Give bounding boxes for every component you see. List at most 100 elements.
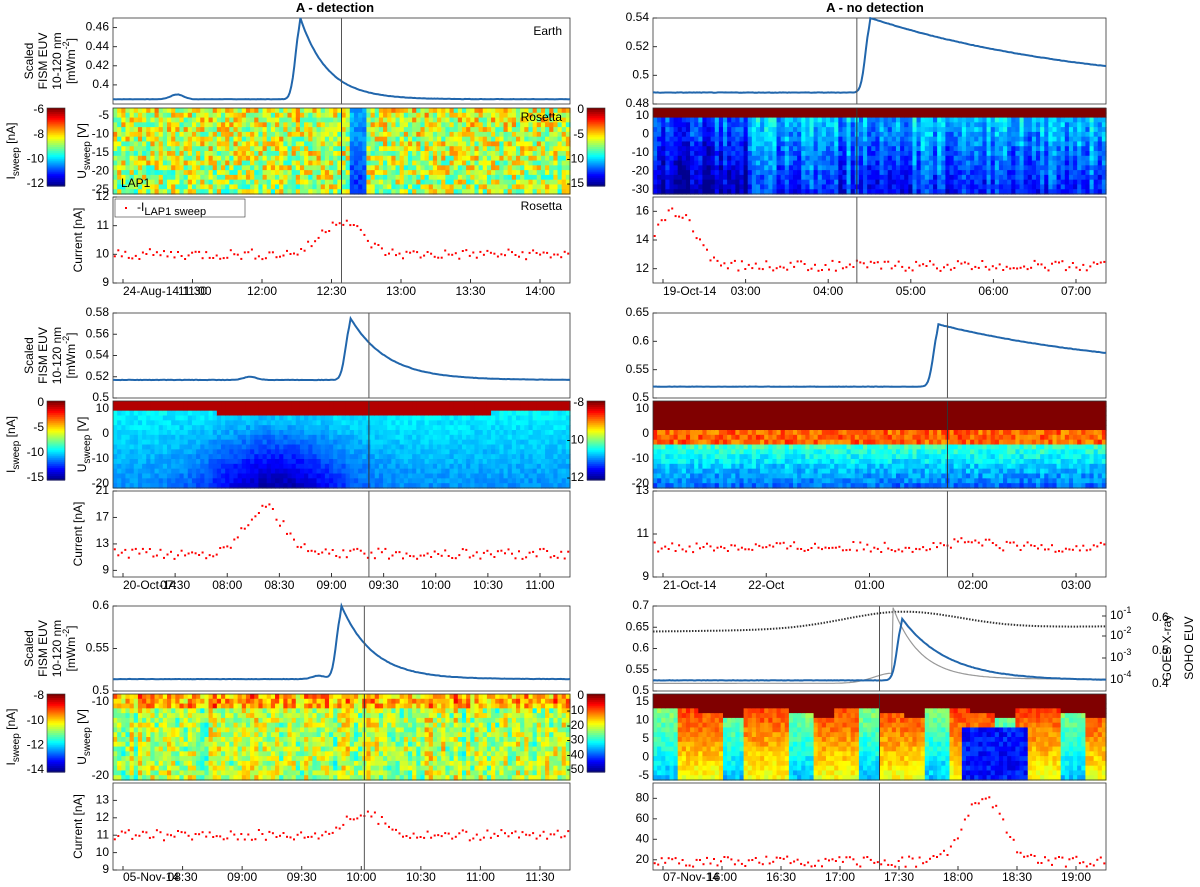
- heatmap-cell: [511, 146, 517, 152]
- current-point: [1019, 266, 1022, 269]
- heatmap-cell: [1089, 122, 1095, 128]
- heatmap-cell: [158, 473, 164, 479]
- heatmap-cell: [793, 189, 798, 195]
- heatmap-cell: [424, 112, 430, 119]
- heatmap-cell: [511, 127, 517, 133]
- current-point: [925, 265, 928, 267]
- heatmap-cell: [1003, 189, 1008, 195]
- heatmap-cell: [908, 136, 914, 143]
- heatmap-cell: [461, 160, 467, 166]
- heatmap-cell: [403, 108, 409, 114]
- heatmap-cell: [137, 127, 143, 133]
- heatmap-cell: [283, 131, 289, 138]
- heatmap-cell: [491, 184, 496, 190]
- heatmap-cell: [1064, 122, 1070, 128]
- heatmap-cell: [821, 136, 827, 143]
- heatmap-cell: [229, 174, 235, 181]
- heatmap-cell: [1040, 146, 1045, 152]
- current-point: [518, 255, 520, 258]
- heatmap-cell: [739, 117, 745, 123]
- heatmap-cell: [710, 179, 716, 186]
- isweep-axis-label: Isweep [nA]: [4, 123, 21, 180]
- heatmap-cell: [540, 136, 546, 143]
- heatmap-cell: [908, 151, 914, 157]
- heatmap-cell: [187, 405, 193, 412]
- heatmap-cell: [212, 410, 218, 417]
- heatmap-cell: [970, 146, 975, 152]
- heatmap-cell: [998, 141, 1004, 147]
- heatmap-cell: [760, 127, 765, 133]
- heatmap-cell: [179, 127, 185, 133]
- heatmap-cell: [229, 483, 235, 489]
- heatmap-cell: [395, 160, 401, 166]
- heatmap-cell: [241, 184, 247, 190]
- heatmap-cell: [113, 160, 118, 166]
- heatmap-cell: [216, 136, 222, 143]
- heatmap-cell: [817, 108, 823, 114]
- heatmap-cell: [891, 184, 897, 190]
- heatmap-cell: [817, 174, 823, 181]
- heatmap-cell: [879, 151, 885, 157]
- heatmap-cell: [216, 155, 222, 162]
- heatmap-cell: [879, 131, 885, 138]
- heatmap-cell: [821, 141, 827, 147]
- heatmap-cell: [191, 444, 197, 450]
- heatmap-cell: [1015, 189, 1021, 195]
- heatmap-cell: [466, 179, 471, 186]
- heatmap-cell: [208, 108, 214, 114]
- heatmap-cell: [768, 160, 774, 166]
- heatmap-cell: [920, 184, 926, 190]
- heatmap-cell: [345, 122, 351, 128]
- heatmap-cell: [320, 184, 326, 190]
- heatmap-cell: [961, 141, 967, 147]
- heatmap-cell: [121, 483, 127, 489]
- heatmap-cell: [1007, 112, 1012, 119]
- heatmap-cell: [941, 170, 946, 176]
- heatmap-cell: [158, 189, 164, 195]
- current-point: [380, 247, 383, 250]
- heatmap-cell: [491, 174, 496, 181]
- heatmap-cell: [383, 108, 388, 114]
- heatmap-cell: [275, 108, 280, 114]
- heatmap-cell: [416, 160, 422, 166]
- heatmap-cell: [990, 108, 996, 114]
- heatmap-cell: [780, 165, 786, 171]
- heatmap-cell: [949, 136, 955, 143]
- heatmap-cell: [158, 415, 164, 421]
- heatmap-cell: [714, 127, 720, 133]
- heatmap-cell: [287, 141, 293, 147]
- heatmap-cell: [928, 117, 934, 123]
- heatmap-cell: [928, 131, 934, 138]
- heatmap-cell: [466, 189, 471, 195]
- heatmap-cell: [237, 136, 243, 143]
- heatmap-cell: [187, 141, 193, 147]
- heatmap-cell: [825, 155, 831, 162]
- heatmap-cell: [1081, 136, 1087, 143]
- heatmap-cell: [1027, 184, 1033, 190]
- heatmap-cell: [216, 179, 222, 186]
- heatmap-cell: [891, 112, 897, 119]
- colorbar-swatch: [587, 150, 605, 154]
- heatmap-cell: [478, 151, 484, 157]
- heatmap-cell: [353, 122, 359, 128]
- heatmap-cell: [669, 127, 675, 133]
- heatmap-cell: [183, 179, 189, 186]
- heatmap-cell: [776, 108, 782, 114]
- heatmap-cell: [295, 112, 301, 119]
- heatmap-cell: [383, 170, 388, 176]
- current-point: [706, 248, 708, 251]
- heatmap-cell: [743, 179, 749, 186]
- heatmap-cell: [891, 189, 897, 195]
- heatmap-cell: [875, 146, 881, 152]
- heatmap-cell: [187, 415, 193, 421]
- heatmap-cell: [957, 151, 963, 157]
- heatmap-cell: [945, 189, 951, 195]
- heatmap-cell: [179, 459, 185, 465]
- heatmap-cell: [250, 151, 255, 157]
- heatmap-cell: [258, 184, 264, 190]
- heatmap-cell: [403, 189, 409, 195]
- heatmap-cell: [262, 122, 268, 128]
- heatmap-cell: [1019, 146, 1025, 152]
- heatmap-cell: [731, 155, 736, 162]
- heatmap-cell: [784, 160, 790, 166]
